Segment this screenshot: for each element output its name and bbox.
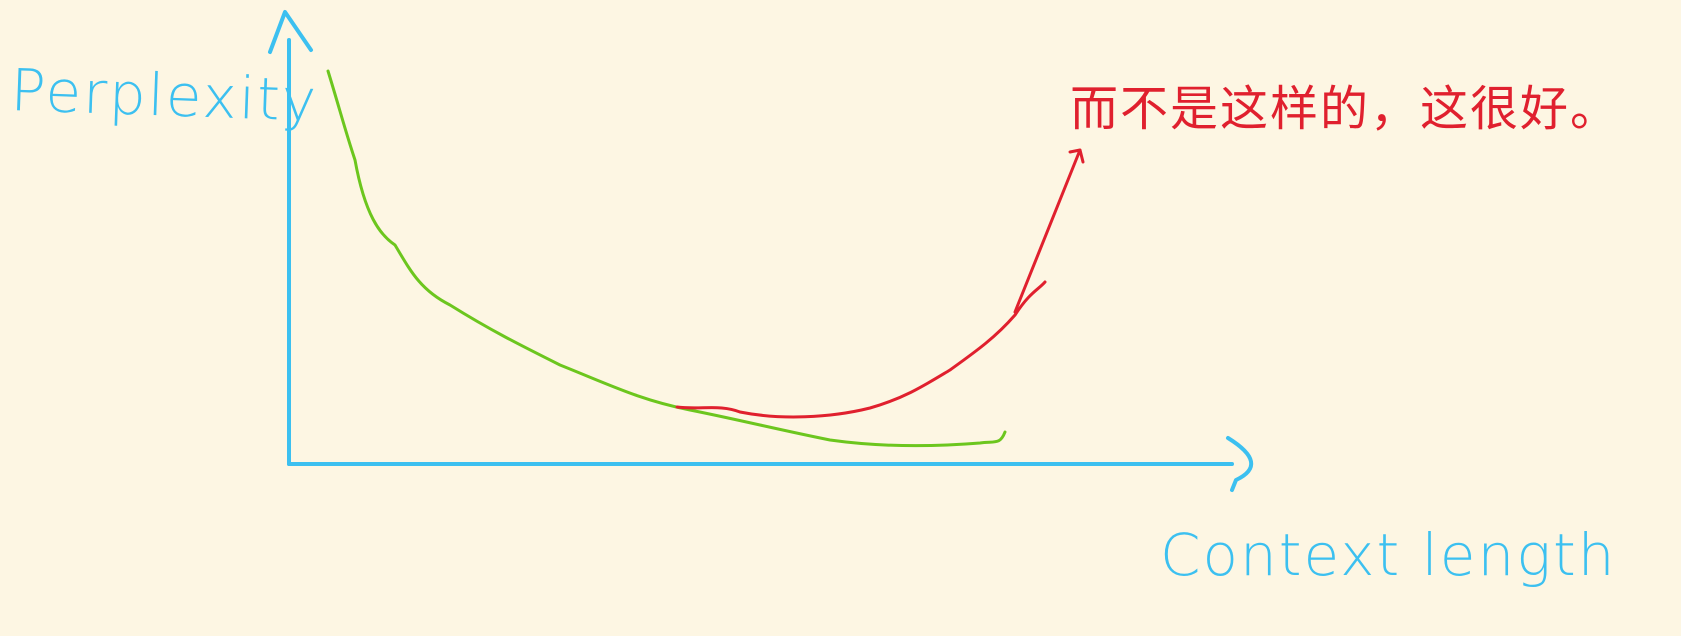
axes [268, 10, 1254, 492]
annotation-text: 而不是这样的，这很好。 [1070, 81, 1620, 137]
curve-rising [675, 280, 1047, 419]
annotation-arrow [1013, 148, 1085, 314]
y-axis-label: Perplexity [10, 56, 320, 135]
y-axis-arrowhead [268, 10, 313, 54]
x-axis-label: Context length [1160, 521, 1617, 589]
curve-decreasing [326, 69, 1007, 448]
x-axis-arrowhead [1226, 436, 1254, 492]
